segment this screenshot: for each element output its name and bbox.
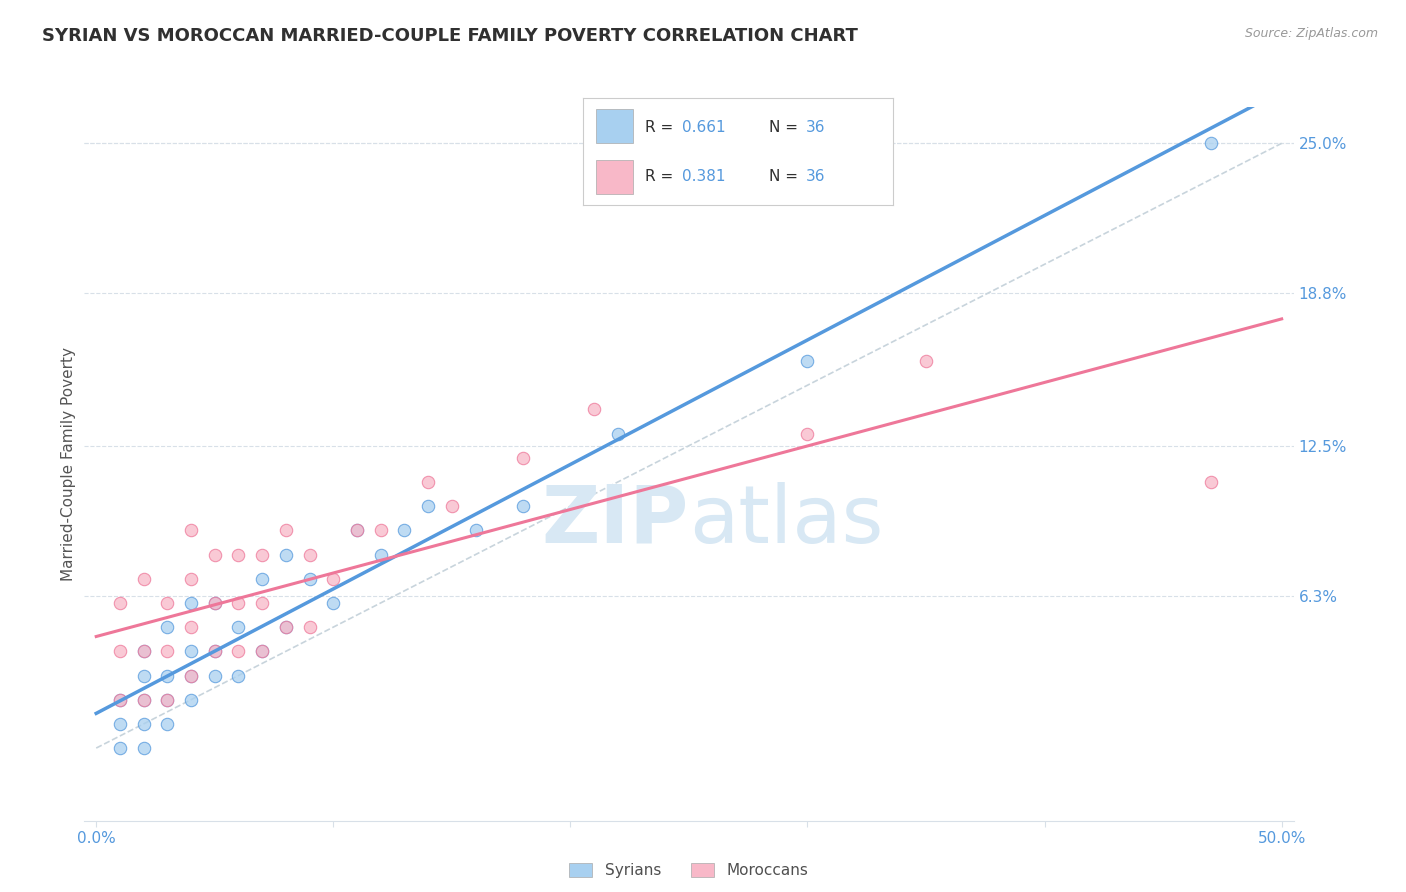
Point (274, 524, 297, 538)
Point (180, 596, 202, 610)
Point (322, 596, 344, 610)
Point (1199, 136, 1222, 151)
Text: Source: ZipAtlas.com: Source: ZipAtlas.com (1244, 27, 1378, 40)
Point (583, 402, 606, 417)
Point (370, 548, 392, 562)
Point (796, 426, 818, 441)
Point (228, 668, 250, 682)
Point (180, 668, 202, 682)
Point (132, 717, 155, 731)
Text: 36: 36 (806, 120, 825, 135)
Point (108, 596, 131, 610)
Point (418, 499, 440, 513)
Point (250, 572, 273, 586)
Point (156, 692, 179, 706)
Point (322, 572, 344, 586)
Point (156, 692, 179, 706)
Point (156, 644, 179, 658)
Point (228, 620, 250, 634)
Point (274, 620, 297, 634)
Point (796, 354, 818, 368)
Point (204, 596, 226, 610)
Text: 36: 36 (806, 169, 825, 184)
Point (204, 644, 226, 658)
Legend: Syrians, Moroccans: Syrians, Moroccans (564, 857, 814, 884)
Point (108, 692, 131, 706)
Point (204, 596, 226, 610)
Point (464, 524, 486, 538)
Point (180, 692, 202, 706)
Text: 0.661: 0.661 (682, 120, 725, 135)
Point (108, 717, 131, 731)
Point (132, 741, 155, 756)
Text: 0.381: 0.381 (682, 169, 725, 184)
Point (250, 596, 273, 610)
Point (132, 644, 155, 658)
Point (156, 596, 179, 610)
Point (512, 450, 534, 465)
Point (132, 644, 155, 658)
Point (180, 668, 202, 682)
Point (204, 548, 226, 562)
Point (156, 717, 179, 731)
Point (132, 572, 155, 586)
Point (915, 354, 938, 368)
Text: SYRIAN VS MOROCCAN MARRIED-COUPLE FAMILY POVERTY CORRELATION CHART: SYRIAN VS MOROCCAN MARRIED-COUPLE FAMILY… (42, 27, 858, 45)
Point (274, 620, 297, 634)
Point (180, 620, 202, 634)
Point (298, 572, 321, 586)
Point (156, 620, 179, 634)
Text: ZIP: ZIP (541, 482, 689, 560)
Point (298, 620, 321, 634)
Text: R =: R = (645, 169, 679, 184)
Point (298, 548, 321, 562)
Point (180, 524, 202, 538)
Text: N =: N = (769, 169, 803, 184)
Point (250, 644, 273, 658)
Point (440, 499, 463, 513)
Point (346, 524, 368, 538)
Point (370, 524, 392, 538)
Point (228, 596, 250, 610)
Point (132, 692, 155, 706)
Point (180, 572, 202, 586)
Point (108, 644, 131, 658)
Bar (596, 109, 633, 143)
Text: N =: N = (769, 120, 803, 135)
Text: atlas: atlas (689, 482, 883, 560)
Point (228, 644, 250, 658)
Point (108, 692, 131, 706)
Point (346, 524, 368, 538)
Point (156, 668, 179, 682)
Point (394, 524, 416, 538)
Point (108, 741, 131, 756)
Bar (596, 161, 633, 194)
Point (132, 692, 155, 706)
Y-axis label: Married-Couple Family Poverty: Married-Couple Family Poverty (60, 347, 76, 581)
Point (606, 426, 628, 441)
Point (204, 644, 226, 658)
Point (132, 668, 155, 682)
Point (250, 548, 273, 562)
Point (250, 644, 273, 658)
Point (180, 644, 202, 658)
Point (204, 668, 226, 682)
Point (228, 548, 250, 562)
Point (274, 548, 297, 562)
Point (1199, 475, 1222, 489)
Point (418, 475, 440, 489)
Point (512, 499, 534, 513)
Text: R =: R = (645, 120, 679, 135)
